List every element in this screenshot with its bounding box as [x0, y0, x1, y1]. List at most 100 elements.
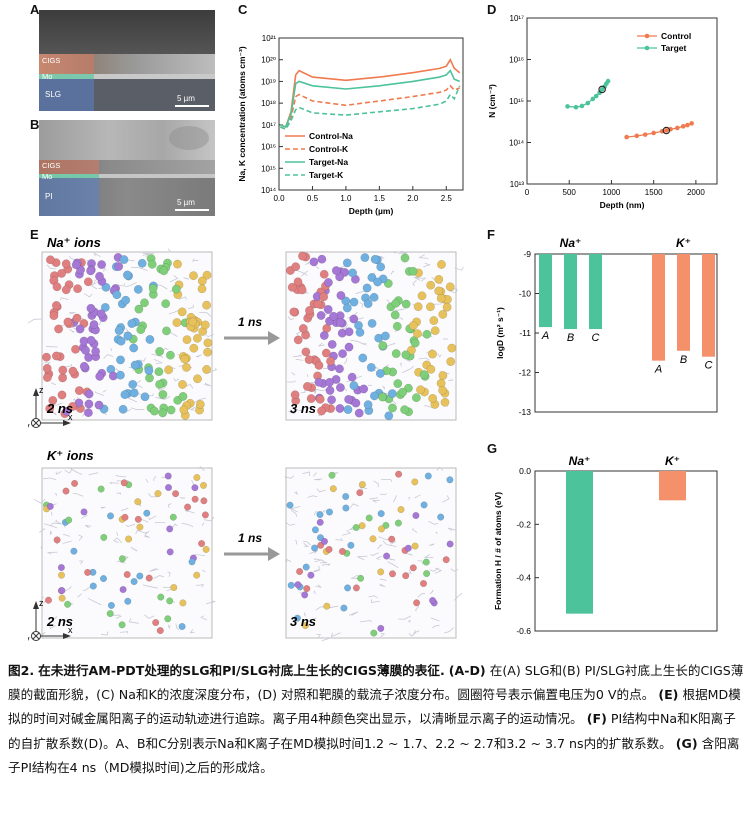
ion-particle [342, 303, 352, 313]
ion-particle [49, 311, 59, 321]
caption-text-ad: 在(A) SLG和(B) PI/SLG衬底上生长的CIGS薄膜的截面形貌，(C)… [8, 663, 744, 703]
ion-particle [382, 521, 390, 529]
ion-particle [73, 284, 83, 294]
bar [677, 254, 690, 351]
ion-particle [57, 268, 67, 278]
ion-particle [291, 262, 301, 272]
ion-particle [344, 584, 352, 592]
ion-particle [84, 568, 92, 576]
ion-particle [358, 353, 368, 363]
ion-particle [115, 370, 125, 380]
bar [589, 254, 602, 330]
ion-particle [114, 262, 124, 271]
ion-particle [411, 393, 421, 403]
x-tick-label: 2000 [687, 188, 705, 197]
data-point [634, 133, 640, 139]
time-label-na-left: 2 ns [46, 401, 73, 416]
ion-particle [42, 352, 51, 362]
ion-particle [178, 380, 187, 389]
ion-particle [301, 347, 311, 357]
ion-particle [344, 342, 354, 352]
ion-particle [305, 306, 314, 315]
ion-particle [145, 574, 153, 582]
ion-particle [378, 392, 387, 402]
na-k-depth-profile-chart: 10¹⁴ 10¹⁵ 10¹⁶ 10¹⁷ 10¹⁸ 10¹⁹ 10²⁰ 10²¹ 0.0 0.5 1.… [237, 34, 464, 216]
ion-particle [84, 399, 94, 409]
scale-bar [175, 105, 209, 107]
ion-particle [164, 483, 173, 492]
ion-particle [287, 581, 295, 589]
ion-particle [316, 311, 326, 320]
ion-particle [392, 321, 402, 331]
ion-particle [172, 318, 182, 328]
polymer-network [284, 466, 463, 642]
y-tick-label: -0.6 [516, 626, 531, 636]
ion-particle [188, 317, 198, 327]
ion-particle [390, 310, 400, 320]
ion-particle [314, 377, 324, 387]
ion-particle [362, 283, 372, 293]
ion-particle [143, 509, 151, 517]
y-tick-label: 10²¹ [262, 34, 277, 43]
ion-particle [347, 541, 355, 549]
y-tick-label: 10²⁰ [261, 56, 276, 65]
ion-particle [289, 307, 299, 317]
ion-particle [80, 508, 88, 516]
axis-indicator-bottom: z y x [28, 598, 73, 644]
plot-frame [534, 470, 718, 632]
data-point [664, 128, 669, 133]
ion-particle [352, 584, 360, 592]
ion-particle [400, 405, 410, 415]
scale-bar-label: 5 µm [177, 94, 195, 103]
y-tick-label: 10¹⁴ [261, 186, 277, 195]
panel-label-d: D [487, 2, 497, 17]
ion-particle [120, 479, 128, 487]
ion-particle [63, 317, 73, 327]
ion-particle [411, 542, 419, 550]
ion-particle [377, 510, 385, 518]
ion-particle [81, 345, 91, 355]
md-snapshot-box [284, 466, 463, 642]
series-line-target-na [280, 69, 460, 129]
y-axis-label: logD (m² s⁻¹) [495, 307, 505, 359]
ion-particle [293, 277, 303, 287]
ion-particle [91, 346, 101, 356]
y-tick-label: 10¹⁶ [509, 56, 524, 65]
ion-particle [123, 331, 133, 341]
ion-particle [96, 309, 106, 319]
ion-particle [83, 277, 93, 287]
zero-bias-marker [598, 85, 606, 94]
data-point [642, 132, 648, 137]
data-point [675, 125, 680, 131]
ion-particle [191, 484, 199, 492]
ion-particle [419, 370, 429, 380]
ion-particle [342, 504, 350, 512]
ion-particle [354, 408, 364, 418]
ion-particle [128, 379, 138, 389]
ion-particle [119, 585, 127, 594]
ion-particle [155, 379, 165, 389]
data-point [585, 100, 591, 106]
ion-particle [319, 292, 329, 302]
ion-particle [61, 285, 71, 295]
ion-particle [58, 373, 68, 383]
y-tick-label: 10¹⁸ [261, 99, 276, 108]
y-tick-label: 10¹⁵ [509, 97, 524, 106]
axis-z-label: z [39, 385, 44, 395]
panel-label-f: F [487, 227, 495, 242]
panel-label-c: C [238, 2, 248, 17]
ion-particle [200, 497, 208, 505]
ion-particle [116, 355, 125, 365]
legend-label: Target-Na [309, 157, 348, 167]
ion-particle [155, 347, 165, 356]
ion-particle [58, 365, 68, 375]
ion-particle [100, 533, 108, 541]
layer-label-mo: Mo [42, 72, 53, 81]
ion-particle [182, 335, 192, 345]
ion-particle [89, 320, 99, 330]
ion-particle [65, 516, 73, 524]
data-point [685, 122, 690, 128]
ion-particle [191, 495, 199, 503]
y-tick-label: -0.4 [516, 573, 531, 583]
ion-particle [335, 383, 345, 393]
